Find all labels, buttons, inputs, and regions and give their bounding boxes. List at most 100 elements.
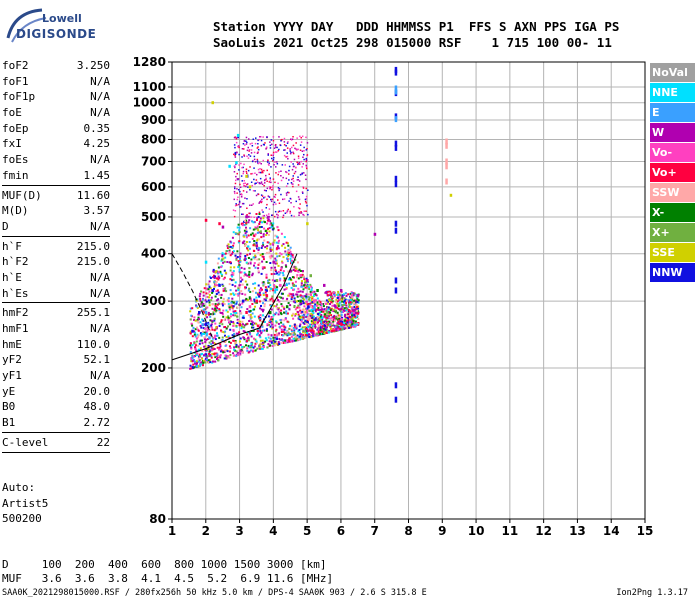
echo-point: [212, 268, 215, 271]
echo-point: [272, 139, 275, 142]
echo-point: [350, 312, 353, 315]
parameters-group-heights: h`F 215.0 h`F2 215.0 h`E N/A h`Es N/A: [2, 239, 110, 302]
echo-point: [348, 303, 351, 306]
echo-point: [261, 198, 263, 201]
echo-point: [213, 309, 216, 312]
echo-point: [300, 285, 303, 288]
echo-point: [236, 306, 239, 309]
echo-point: [297, 290, 300, 293]
echo-point: [273, 286, 276, 289]
echo-point: [265, 234, 268, 236]
echo-point: [253, 257, 256, 260]
x-tick-label: 11: [502, 524, 519, 538]
echo-point: [329, 303, 331, 305]
echo-point: [248, 287, 251, 290]
echo-point: [279, 271, 282, 274]
echo-point: [357, 299, 360, 302]
echo-point: [238, 169, 240, 171]
echo-point: [243, 326, 246, 329]
echo-point: [323, 329, 325, 332]
echo-point: [225, 250, 228, 253]
echo-point: [218, 277, 221, 279]
echo-point: [234, 151, 237, 154]
echo-point: [223, 318, 226, 321]
parameter-row: B0 48.0: [2, 399, 110, 415]
echo-point: [356, 314, 359, 317]
echo-point: [248, 149, 251, 151]
echo-point: [234, 154, 236, 157]
echo-point: [257, 193, 260, 196]
echo-point: [302, 192, 304, 194]
echo-point: [305, 202, 308, 204]
echo-point: [338, 314, 341, 317]
echo-point: [338, 298, 341, 301]
parameters-group-profile: hmF2 255.1 hmF1 N/A hmE 110.0 yF2 52.1 yF1 N/A yE 2…: [2, 305, 110, 431]
echo-point: [267, 160, 269, 162]
echo-point: [214, 283, 217, 285]
echo-point: [200, 290, 203, 293]
echo-point: [306, 317, 309, 320]
echo-point: [308, 335, 311, 338]
echo-point: [263, 321, 266, 323]
series-point-vo: [299, 274, 302, 278]
x-tick-label: 9: [438, 524, 446, 538]
echo-point: [237, 223, 240, 226]
series-point-vo: [255, 299, 258, 303]
echo-point: [231, 271, 234, 274]
series-point-ssw: [445, 142, 448, 149]
echo-point: [227, 300, 230, 303]
echo-point: [233, 190, 236, 193]
echo-point: [328, 313, 331, 316]
echo-point: [287, 255, 290, 258]
echo-point: [317, 313, 320, 315]
series-point-ssw: [445, 178, 448, 185]
echo-point: [239, 350, 242, 353]
series-point-vo: [248, 305, 252, 309]
echo-point: [354, 314, 357, 317]
echo-point: [189, 351, 192, 354]
legend-item-x: X+: [650, 223, 695, 242]
scaled-trace-line: [171, 253, 298, 361]
echo-point: [307, 315, 310, 318]
echo-point: [253, 151, 256, 154]
echo-point: [320, 306, 323, 309]
echo-point: [249, 297, 252, 300]
echo-point: [200, 303, 203, 306]
echo-point: [207, 344, 210, 347]
echo-point: [234, 341, 237, 344]
x-tick-label: 10: [468, 524, 485, 538]
echo-point: [291, 259, 293, 262]
echo-point: [260, 171, 263, 174]
echo-point: [288, 277, 291, 280]
echo-point: [276, 241, 279, 244]
echo-point: [315, 331, 318, 334]
echo-point: [301, 337, 304, 340]
echo-point: [301, 290, 304, 293]
software-version: Ion2Png 1.3.17: [616, 588, 688, 598]
echo-point: [336, 302, 339, 305]
echo-point: [235, 300, 238, 303]
echo-point: [254, 305, 256, 308]
echo-point: [245, 223, 248, 226]
echo-point: [205, 356, 208, 359]
echo-point: [285, 284, 288, 287]
echo-point: [305, 295, 308, 298]
echo-point: [206, 288, 209, 291]
echo-point: [299, 309, 302, 312]
echo-point: [207, 313, 210, 316]
echo-point: [243, 155, 246, 157]
echo-point: [317, 317, 320, 320]
echo-point: [275, 320, 278, 323]
series-point-w: [221, 225, 225, 229]
echo-point: [259, 294, 262, 296]
echo-point: [289, 304, 292, 307]
echo-point: [287, 191, 289, 194]
echo-point: [256, 293, 259, 296]
series-point-x: [316, 289, 319, 292]
echo-point: [232, 272, 235, 275]
parameter-value: N/A: [90, 322, 110, 335]
echo-point: [213, 348, 216, 350]
echo-point: [284, 339, 287, 342]
echo-point: [312, 295, 315, 297]
series-point-nnw: [394, 181, 398, 188]
